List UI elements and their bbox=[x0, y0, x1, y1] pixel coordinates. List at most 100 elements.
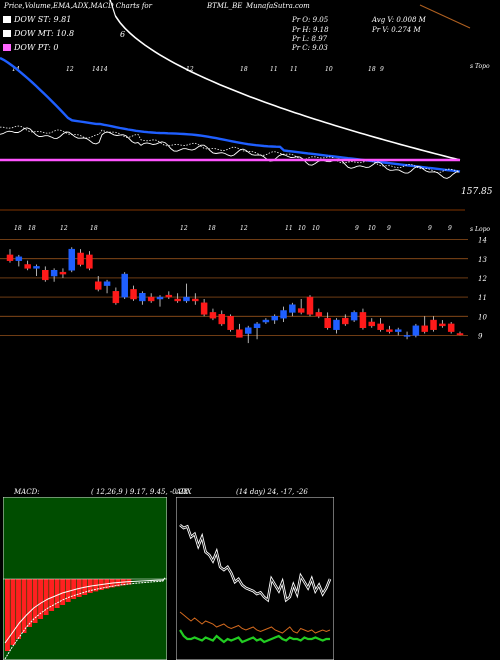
candle-body bbox=[50, 270, 58, 277]
candle-body bbox=[368, 321, 376, 327]
candle-day-label: 9 bbox=[387, 225, 391, 232]
legend-swatch-mt bbox=[3, 30, 11, 37]
stat-prev-volume: Pr V: 0.274 M bbox=[372, 26, 421, 34]
top-volume-tag: s Topo bbox=[470, 63, 490, 70]
candle-day-label: 18 bbox=[28, 225, 36, 232]
candle-day-label: 18 bbox=[14, 225, 22, 232]
candle-body bbox=[403, 335, 411, 337]
legend-label-mt: DOW MT: 10.8 bbox=[14, 29, 75, 38]
top-day-label: 14 bbox=[100, 66, 108, 73]
top-day-label: 10 bbox=[325, 66, 333, 73]
dow-st-line bbox=[0, 125, 460, 174]
price-axis-label: 14 bbox=[478, 237, 487, 245]
candle-body bbox=[421, 325, 428, 332]
plus-di-line bbox=[179, 629, 330, 644]
macd-histogram-bar bbox=[60, 579, 66, 605]
legend-label-st: DOW ST: 9.81 bbox=[14, 15, 72, 24]
chart-header-title: Price,Volume,EMA,ADX,MACD Charts for bbox=[4, 2, 152, 10]
top-day-label: 18 bbox=[240, 66, 248, 73]
candle-body bbox=[103, 281, 111, 286]
adx-chart bbox=[176, 497, 334, 660]
candle-body bbox=[333, 319, 340, 330]
candle-body bbox=[430, 319, 437, 330]
macd-histogram-bar bbox=[38, 579, 44, 619]
top-day-label: 11 bbox=[270, 66, 278, 73]
candle-body bbox=[59, 271, 67, 275]
stat-low: Pr L: 8.97 bbox=[292, 35, 328, 43]
stat-open: Pr O: 9.05 bbox=[292, 16, 329, 24]
ema-extra-line bbox=[419, 4, 471, 29]
candle-body bbox=[147, 296, 155, 302]
candle-body bbox=[165, 294, 173, 298]
candle-day-label: 9 bbox=[448, 225, 452, 232]
ema-long-line bbox=[109, 0, 461, 161]
candle-body bbox=[77, 252, 84, 265]
macd-histogram-bar bbox=[71, 579, 77, 599]
candle-body bbox=[280, 310, 287, 319]
macd-chart bbox=[3, 497, 167, 660]
ema-short-line bbox=[0, 56, 461, 173]
macd-histogram-bar bbox=[27, 579, 32, 627]
price-axis-label: 9 bbox=[478, 332, 483, 340]
candle-body bbox=[6, 254, 14, 261]
macd-histogram-bar bbox=[5, 579, 10, 651]
candle-day-label: 9 bbox=[428, 225, 432, 232]
macd-histogram-bar bbox=[10, 579, 16, 645]
top-day-label: 18 bbox=[368, 66, 376, 73]
candle-body bbox=[359, 312, 367, 328]
candle-body bbox=[112, 291, 120, 304]
candle-day-label: 10 bbox=[312, 225, 320, 232]
candle-body bbox=[262, 319, 270, 323]
candle-body bbox=[324, 317, 331, 328]
candle-body bbox=[192, 298, 199, 302]
macd-histogram-bar bbox=[54, 579, 60, 608]
price-axis-label: 11 bbox=[478, 294, 487, 302]
macd-signal-line bbox=[4, 577, 166, 660]
adx-title: ADX bbox=[176, 488, 192, 496]
candle-body bbox=[218, 314, 226, 325]
stat-high: Pr H: 9.18 bbox=[292, 26, 329, 34]
stat-close: Pr C: 9.03 bbox=[292, 44, 328, 52]
candle-day-label: 12 bbox=[240, 225, 248, 232]
candle-volume-tag: s Lopo bbox=[470, 226, 491, 233]
legend-swatch-st bbox=[3, 16, 11, 23]
legend-dow-st: DOW ST: 9.81 bbox=[3, 15, 71, 25]
candle-body bbox=[297, 308, 305, 313]
price-readout: 157.85 bbox=[461, 187, 493, 197]
candle-body bbox=[68, 248, 76, 271]
legend-dow-mt: DOW MT: 10.8 bbox=[3, 29, 74, 39]
candle-body bbox=[342, 317, 349, 325]
price-axis-label: 10 bbox=[478, 313, 487, 321]
adx-background bbox=[176, 497, 334, 660]
minus-di-line bbox=[179, 611, 331, 634]
price-axis-label: 13 bbox=[478, 256, 487, 264]
macd-histogram-bar bbox=[49, 579, 55, 611]
candle-body bbox=[15, 256, 23, 261]
candle-body bbox=[130, 289, 137, 300]
candle-body bbox=[439, 323, 446, 327]
candle-body bbox=[244, 327, 252, 334]
top-day-label: 11 bbox=[290, 66, 298, 73]
candle-body bbox=[139, 293, 146, 302]
legend-extra-value: 6 bbox=[120, 30, 126, 39]
top-day-label: 12 bbox=[66, 66, 74, 73]
candle-body bbox=[289, 304, 296, 313]
candle-body bbox=[227, 316, 234, 330]
chart-header-symbol: BTML_BE bbox=[207, 2, 243, 10]
candle-body bbox=[315, 312, 323, 317]
macd-title: MACD: bbox=[14, 488, 40, 496]
candle-body bbox=[94, 281, 102, 290]
candle-body bbox=[86, 254, 93, 269]
price-line bbox=[0, 127, 460, 179]
candle-day-label: 10 bbox=[298, 225, 306, 232]
candle-day-label: 9 bbox=[355, 225, 359, 232]
candle-day-label: 12 bbox=[180, 225, 188, 232]
candle-body bbox=[447, 323, 455, 332]
candle-body bbox=[456, 333, 464, 336]
legend-label-pt: DOW PT: 0 bbox=[14, 43, 59, 52]
macd-histogram-bar bbox=[21, 579, 27, 633]
candle-day-label: 18 bbox=[208, 225, 216, 232]
candle-day-label: 10 bbox=[368, 225, 376, 232]
macd-histogram-bar bbox=[32, 579, 38, 623]
